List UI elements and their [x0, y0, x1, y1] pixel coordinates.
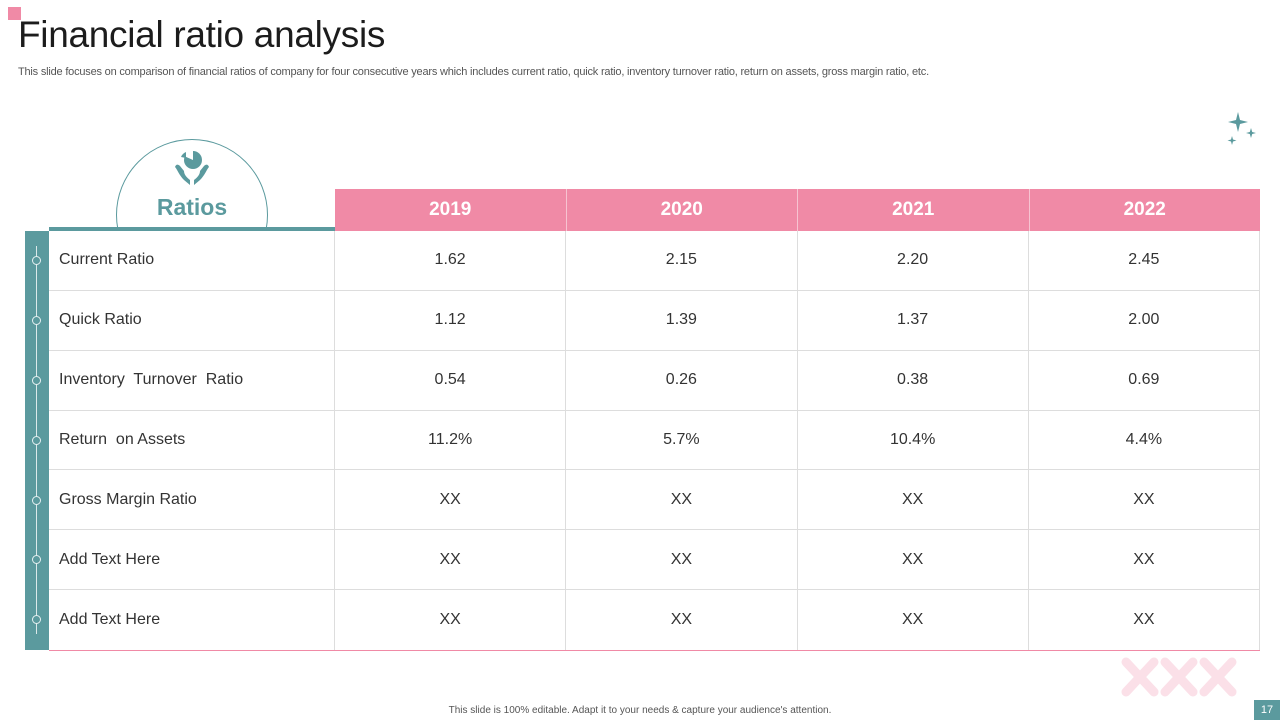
year-header-2021: 2021: [798, 189, 1030, 231]
ratio-table: Current Ratio 1.62 2.15 2.20 2.45 Quick …: [49, 231, 1260, 651]
table-row: Current Ratio 1.62 2.15 2.20 2.45: [49, 231, 1260, 291]
table-cell: 2.20: [798, 231, 1029, 290]
row-marker-dot: [32, 316, 41, 325]
sparkles-icon: [1227, 112, 1256, 145]
table-cell: 1.62: [335, 231, 567, 290]
table-cell: XX: [335, 590, 567, 650]
table-cell: 0.26: [566, 350, 798, 410]
table-cell: 2.00: [1029, 290, 1260, 350]
table-cell: XX: [566, 470, 798, 530]
table-row: Add Text Here XX XX XX XX: [49, 530, 1260, 591]
table-cell: 0.54: [335, 350, 567, 410]
row-marker-dot: [32, 615, 41, 624]
table-cell: 11.2%: [335, 410, 567, 470]
table-cell: 2.45: [1029, 231, 1260, 290]
table-cell: 1.39: [566, 290, 798, 350]
table-cell: XX: [335, 530, 567, 590]
table-cell: XX: [798, 590, 1029, 650]
slide-subtitle: This slide focuses on comparison of fina…: [18, 66, 929, 78]
row-label: Add Text Here: [49, 530, 335, 590]
table-cell: XX: [798, 530, 1029, 590]
table-cell: XX: [335, 470, 567, 530]
page-number: 17: [1254, 700, 1280, 720]
row-label: Current Ratio: [49, 231, 335, 290]
table-cell: 1.37: [798, 290, 1029, 350]
year-header-2019: 2019: [335, 189, 567, 231]
table-cell: 0.69: [1029, 350, 1260, 410]
row-label: Inventory Turnover Ratio: [49, 350, 335, 410]
row-marker-dot: [32, 256, 41, 265]
table-row: Add Text Here XX XX XX XX: [49, 590, 1260, 650]
table-row: Gross Margin Ratio XX XX XX XX: [49, 470, 1260, 531]
row-label: Add Text Here: [49, 590, 335, 650]
table-row: Quick Ratio 1.12 1.39 1.37 2.00: [49, 290, 1260, 351]
year-header-2022: 2022: [1029, 189, 1260, 231]
ratios-underline: [49, 227, 335, 231]
table-cell: 0.38: [798, 350, 1029, 410]
row-label: Quick Ratio: [49, 290, 335, 350]
table-cell: 2.15: [566, 231, 798, 290]
table-row: Return on Assets 11.2% 5.7% 10.4% 4.4%: [49, 410, 1260, 471]
row-label: Return on Assets: [49, 410, 335, 470]
year-header-row: 2019 2020 2021 2022: [335, 189, 1260, 231]
table-cell: XX: [566, 530, 798, 590]
table-cell: 4.4%: [1029, 410, 1260, 470]
slide-title: Financial ratio analysis: [18, 14, 386, 55]
row-marker-dot: [32, 555, 41, 564]
row-marker-dot: [32, 436, 41, 445]
table-row: Inventory Turnover Ratio 0.54 0.26 0.38 …: [49, 350, 1260, 411]
row-marker-dot: [32, 496, 41, 505]
footer-note: This slide is 100% editable. Adapt it to…: [448, 705, 832, 716]
table-cell: XX: [1029, 590, 1260, 650]
row-label: Gross Margin Ratio: [49, 470, 335, 530]
table-cell: 5.7%: [566, 410, 798, 470]
year-header-2020: 2020: [566, 189, 798, 231]
table-cell: XX: [798, 470, 1029, 530]
corner-accent: [8, 7, 21, 20]
row-marker-dot: [32, 376, 41, 385]
table-cell: 1.12: [335, 290, 567, 350]
table-cell: XX: [1029, 530, 1260, 590]
ratios-header: Ratios: [156, 194, 228, 220]
hand-holding-pie-chart-icon: [175, 150, 209, 185]
table-cell: XX: [1029, 470, 1260, 530]
table-cell: XX: [566, 590, 798, 650]
xxx-watermark-icon: [1121, 657, 1237, 697]
table-cell: 10.4%: [798, 410, 1029, 470]
